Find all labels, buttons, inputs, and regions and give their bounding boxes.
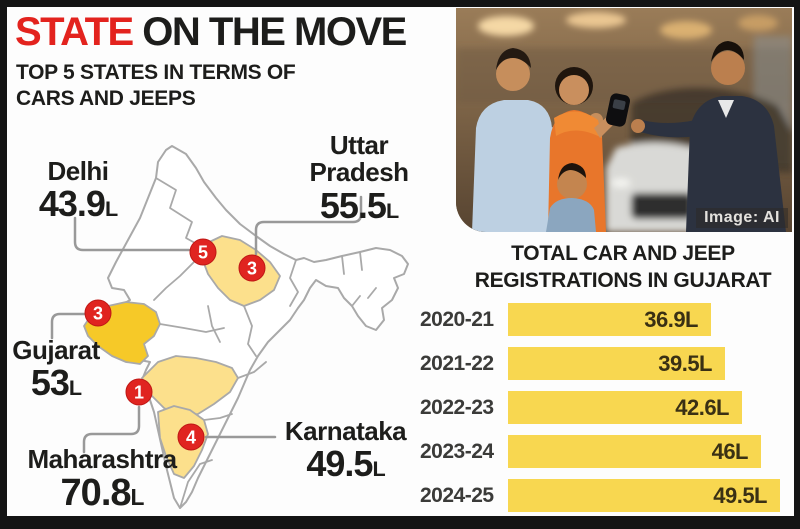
page-subtitle: TOP 5 STATES IN TERMS OF CARS AND JEEPS bbox=[16, 60, 296, 112]
bar-2024-25: 49.5L bbox=[508, 479, 780, 512]
rank-marker-uttar-pradesh: 3 bbox=[238, 254, 266, 282]
frame-top bbox=[0, 0, 800, 7]
svg-text:5: 5 bbox=[198, 243, 208, 263]
leader-lines bbox=[50, 195, 363, 454]
chart-row: 2021-22 39.5L bbox=[420, 347, 792, 380]
dealership-photo: Image: AI bbox=[456, 8, 792, 232]
image-credit: Image: AI bbox=[696, 208, 788, 228]
subtitle-line-1: TOP 5 STATES IN TERMS OF bbox=[16, 61, 296, 84]
subtitle-line-2: CARS AND JEEPS bbox=[16, 86, 196, 110]
child-figure bbox=[546, 163, 596, 232]
leader-gujarat bbox=[50, 312, 86, 340]
salesman-figure bbox=[631, 41, 786, 232]
svg-text:4: 4 bbox=[186, 428, 196, 448]
chart-row: 2022-23 42.6L bbox=[420, 391, 792, 424]
frame-bottom bbox=[0, 516, 800, 529]
year-label: 2020-21 bbox=[420, 307, 494, 331]
page-title: STATE ON THE MOVE bbox=[15, 10, 407, 55]
bar-2021-22: 39.5L bbox=[508, 347, 725, 380]
svg-text:1: 1 bbox=[134, 383, 144, 403]
dealership-photo-illustration bbox=[456, 8, 792, 232]
label-delhi: Delhi 43.9L bbox=[38, 156, 118, 225]
india-map: 5 3 3 1 4 bbox=[50, 145, 409, 509]
year-label: 2022-23 bbox=[420, 395, 494, 419]
svg-text:3: 3 bbox=[93, 304, 103, 324]
label-karnataka: Karnataka 49.5L bbox=[284, 416, 407, 485]
year-label: 2024-25 bbox=[420, 483, 494, 507]
rank-markers: 5 3 3 1 4 bbox=[84, 238, 266, 451]
svg-text:3: 3 bbox=[247, 259, 257, 279]
year-label: 2023-24 bbox=[420, 439, 494, 463]
label-gujarat: Gujarat 53L bbox=[12, 335, 100, 404]
title-accent: STATE bbox=[15, 10, 134, 54]
bar-2020-21: 36.9L bbox=[508, 303, 711, 336]
chart-title: TOTAL CAR AND JEEP REGISTRATIONS IN GUJA… bbox=[474, 242, 772, 293]
chart-row: 2020-21 36.9L bbox=[420, 303, 792, 336]
title-rest: ON THE MOVE bbox=[132, 10, 407, 54]
rank-marker-karnataka: 4 bbox=[177, 423, 205, 451]
leader-maharashtra bbox=[82, 405, 141, 454]
frame-right bbox=[794, 0, 800, 529]
bar-2022-23: 42.6L bbox=[508, 391, 742, 424]
chart-row: 2024-25 49.5L bbox=[420, 479, 792, 512]
label-uttar-pradesh: Uttar Pradesh 55.5L bbox=[309, 130, 409, 226]
chart-row: 2023-24 46L bbox=[420, 435, 792, 468]
label-maharashtra: Maharashtra 70.8L bbox=[27, 444, 177, 515]
leader-delhi bbox=[73, 216, 191, 252]
frame-left bbox=[0, 0, 7, 529]
year-label: 2021-22 bbox=[420, 351, 494, 375]
rank-marker-gujarat: 3 bbox=[84, 299, 112, 327]
leader-uttar-pradesh bbox=[254, 195, 363, 256]
rank-marker-maharashtra: 1 bbox=[125, 378, 153, 406]
gujarat-registrations-chart: 2020-21 36.9L 2021-22 39.5L 2022-23 42.6… bbox=[420, 303, 792, 523]
bar-2023-24: 46L bbox=[508, 435, 761, 468]
rank-marker-delhi: 5 bbox=[189, 238, 217, 266]
car-key-icon bbox=[606, 93, 630, 127]
